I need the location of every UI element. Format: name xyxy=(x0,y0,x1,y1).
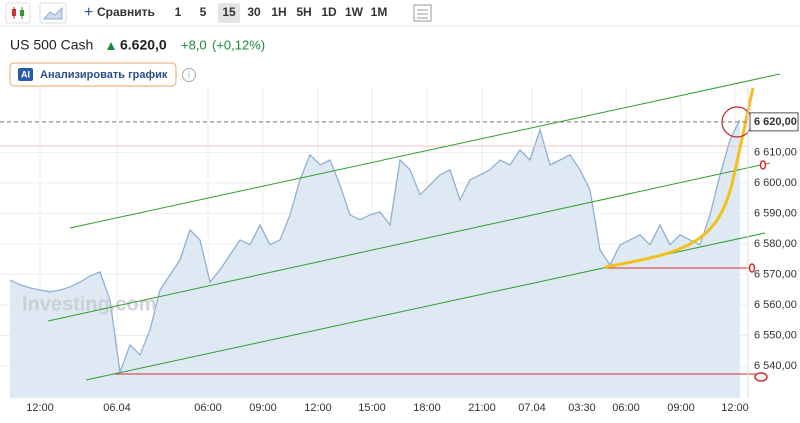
candle-button[interactable] xyxy=(5,2,31,24)
x-tick-label: 15:00 xyxy=(358,402,386,414)
red-marker xyxy=(754,372,768,382)
watermark: Investing.com xyxy=(22,293,156,315)
y-tick-label: 6 610,00 xyxy=(754,146,797,158)
interval-button[interactable]: 15 xyxy=(222,5,236,19)
last-price-box xyxy=(749,112,799,132)
x-tick-label: 18:00 xyxy=(413,402,441,414)
interval-button[interactable]: 1H xyxy=(271,5,286,19)
channel-middle xyxy=(47,162,771,322)
ai-label: Анализировать график xyxy=(40,69,168,81)
info-i: i xyxy=(188,69,190,79)
active-interval-bg xyxy=(218,3,240,23)
red-marker xyxy=(748,263,756,273)
x-tick-label: 03:30 xyxy=(568,402,596,414)
x-tick-label: 06:00 xyxy=(194,402,222,414)
interval-button[interactable]: 1D xyxy=(321,5,337,19)
x-tick-label: 06:00 xyxy=(612,402,640,414)
y-tick-label: 6 590,00 xyxy=(754,207,797,219)
x-tick-label: 06.04 xyxy=(103,402,131,414)
plus-icon: + xyxy=(84,4,93,21)
last-price-label: 6 620,00 xyxy=(754,116,797,128)
compare-button[interactable]: Сравнить xyxy=(97,5,155,19)
x-tick-label: 12:00 xyxy=(304,402,332,414)
ai-badge-bg xyxy=(18,68,33,81)
interval-button[interactable]: 5 xyxy=(200,5,207,19)
price-line xyxy=(9,119,741,373)
interval-button[interactable]: 1 xyxy=(175,5,182,19)
y-tick-label: 6 600,00 xyxy=(754,177,797,189)
drawings xyxy=(0,73,781,382)
change: +8,0 xyxy=(181,37,207,52)
up-arrow xyxy=(107,42,115,50)
x-tick-label: 12:00 xyxy=(721,402,749,414)
toolbar: + Сравнить 1 5 15 30 1H 5H 1D 1W 1M xyxy=(5,2,432,24)
x-tick-label: 09:00 xyxy=(667,402,695,414)
layout-button[interactable] xyxy=(413,4,432,22)
area-fill xyxy=(10,119,740,398)
y-tick-label: 6 580,00 xyxy=(754,238,797,250)
y-tick-label: 6 540,00 xyxy=(754,360,797,372)
symbol: US 500 Cash xyxy=(10,37,93,53)
interval-button[interactable]: 1M xyxy=(371,5,388,19)
interval-button[interactable]: 5H xyxy=(296,5,311,19)
ai-badge: AI xyxy=(21,69,30,79)
yellow-curve xyxy=(604,87,755,269)
x-tick-label: 07.04 xyxy=(518,402,546,414)
x-tick-label: 21:00 xyxy=(468,402,496,414)
y-tick-label: 6 560,00 xyxy=(754,299,797,311)
interval-button[interactable]: 30 xyxy=(247,5,261,19)
info-icon[interactable] xyxy=(182,68,196,82)
channel-upper xyxy=(69,73,781,229)
ai-button[interactable] xyxy=(9,62,177,87)
x-tick-label: 12:00 xyxy=(26,402,54,414)
x-tick-label: 09:00 xyxy=(249,402,277,414)
price: 6.620,0 xyxy=(120,37,167,53)
red-marker xyxy=(759,160,767,170)
y-tick-label: 6 550,00 xyxy=(754,329,797,341)
interval-button[interactable]: 1W xyxy=(345,5,364,19)
y-tick-label: 6 570,00 xyxy=(754,268,797,280)
change-pct: (+0,12%) xyxy=(212,37,265,52)
